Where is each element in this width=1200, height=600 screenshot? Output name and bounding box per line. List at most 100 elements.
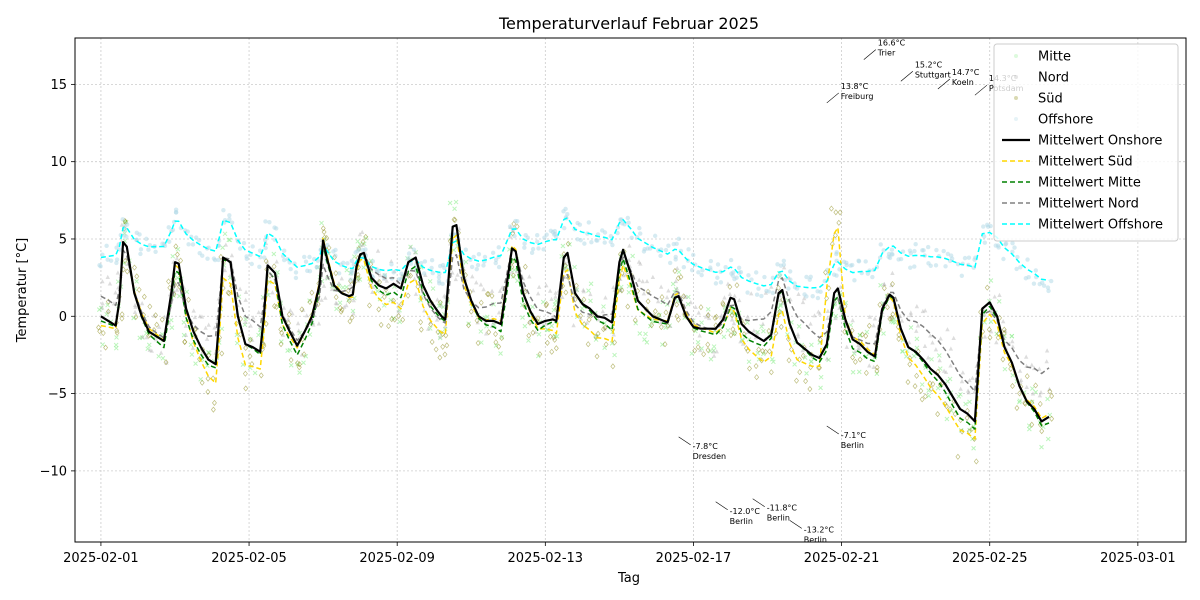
- scatter-point-süd: [698, 304, 704, 311]
- scatter-point-offshore: [475, 262, 481, 268]
- scatter-point-süd: [594, 353, 600, 360]
- scatter-point-nord: [389, 258, 394, 264]
- legend: Mitte Nord Süd Offshore Mittelwert Onshore Mi…: [993, 43, 1179, 242]
- scatter-point-offshore: [1046, 288, 1051, 294]
- scatter-point-offshore: [205, 256, 210, 261]
- scatter-point-mitte: [686, 294, 691, 300]
- scatter-point-nord: [497, 288, 503, 293]
- scatter-point-nord: [824, 356, 830, 361]
- scatter-point-mitte: [572, 264, 577, 270]
- scatter-point-offshore: [515, 219, 520, 224]
- scatter-point-süd: [263, 258, 269, 265]
- scatter-point-nord: [1017, 368, 1023, 373]
- scatter-point-süd: [530, 329, 536, 336]
- scatter-point-offshore: [691, 252, 696, 258]
- scatter-point-offshore: [921, 248, 926, 253]
- scatter-point-nord: [618, 287, 624, 293]
- scatter-point-offshore: [349, 258, 355, 264]
- scatter-point-süd: [747, 365, 752, 372]
- scatter-point-nord: [212, 325, 217, 330]
- scatter-point-süd: [1049, 415, 1055, 422]
- scatter-point-süd: [210, 406, 216, 413]
- scatter-point-nord: [270, 290, 275, 295]
- scatter-point-nord: [396, 303, 401, 308]
- scatter-point-offshore: [474, 266, 479, 272]
- scatter-point-nord: [1037, 393, 1043, 398]
- scatter-point-mitte: [1002, 366, 1008, 372]
- scatter-point-süd: [720, 300, 726, 307]
- scatter-point-offshore: [419, 261, 424, 266]
- scatter-point-mitte: [944, 416, 950, 422]
- scatter-point-süd: [675, 316, 681, 323]
- scatter-point-nord: [941, 368, 947, 373]
- scatter-point-nord: [596, 317, 601, 322]
- scatter-point-süd: [777, 308, 783, 316]
- scatter-point-süd: [182, 338, 188, 346]
- scatter-point-offshore: [815, 295, 821, 301]
- scatter-point-nord: [243, 319, 248, 324]
- scatter-point-mitte: [676, 269, 682, 275]
- scatter-point-offshore: [468, 257, 473, 262]
- scatter-point-süd: [159, 316, 165, 323]
- scatter-point-mitte: [189, 352, 195, 357]
- scatter-point-süd: [132, 264, 137, 271]
- scatter-point-nord: [139, 301, 145, 306]
- scatter-point-süd: [984, 284, 990, 291]
- scatter-point-süd: [218, 253, 224, 260]
- scatter-point-mitte: [778, 303, 783, 309]
- scatter-point-süd: [535, 315, 541, 322]
- scatter-point-mitte: [689, 351, 695, 356]
- scatter-point-offshore: [114, 245, 119, 250]
- scatter-point-mitte: [188, 342, 194, 348]
- scatter-point-offshore: [754, 292, 760, 297]
- scatter-point-offshore: [562, 225, 567, 231]
- scatter-point-mitte: [175, 275, 180, 281]
- scatter-point-offshore: [429, 258, 435, 263]
- scatter-point-süd: [405, 292, 411, 299]
- scatter-point-mitte: [252, 370, 258, 376]
- scatter-point-nord: [491, 320, 496, 325]
- scatter-point-nord: [553, 294, 558, 299]
- scatter-point-offshore: [408, 261, 414, 266]
- scatter-point-nord: [358, 243, 363, 248]
- scatter-point-nord: [650, 274, 656, 279]
- scatter-point-nord: [698, 347, 703, 353]
- scatter-point-süd: [119, 315, 125, 322]
- scatter-point-nord: [274, 259, 279, 264]
- scatter-point-offshore: [766, 289, 771, 294]
- scatter-point-offshore: [193, 235, 199, 240]
- scatter-point-mitte: [297, 370, 302, 376]
- chart-title: Temperaturverlauf Februar 2025: [498, 14, 759, 33]
- scatter-point-süd: [720, 301, 726, 308]
- scatter-point-mitte: [848, 322, 854, 328]
- scatter-point-offshore: [249, 261, 254, 267]
- scatter-point-offshore: [263, 219, 268, 224]
- scatter-point-süd: [645, 298, 651, 305]
- scatter-point-offshore: [146, 247, 151, 252]
- scatter-point-mitte: [287, 347, 293, 353]
- scatter-point-offshore: [647, 246, 653, 251]
- annotation-arrow: [789, 520, 802, 529]
- scatter-point-nord: [644, 278, 650, 284]
- scatter-point-süd: [889, 314, 895, 321]
- scatter-point-nord: [825, 315, 830, 321]
- scatter-point-nord: [333, 300, 339, 305]
- scatter-point-mitte: [1045, 396, 1050, 402]
- scatter-point-süd: [852, 358, 858, 365]
- scatter-point-süd: [807, 385, 813, 393]
- scatter-point-nord: [435, 297, 440, 302]
- scatter-point-mitte: [802, 355, 808, 360]
- scatter-point-mitte: [721, 334, 727, 340]
- scatter-point-süd: [299, 306, 305, 313]
- scatter-point-mitte: [643, 331, 648, 337]
- scatter-point-offshore: [831, 272, 837, 277]
- scatter-point-süd: [928, 385, 934, 392]
- scatter-point-mitte: [947, 376, 953, 382]
- scatter-point-süd: [776, 284, 781, 292]
- scatter-point-mitte: [219, 326, 225, 332]
- scatter-point-mitte: [408, 244, 413, 250]
- scatter-point-offshore: [522, 241, 527, 246]
- scatter-point-süd: [833, 209, 839, 216]
- scatter-point-offshore: [166, 225, 171, 230]
- legend-swatch: [1014, 117, 1018, 121]
